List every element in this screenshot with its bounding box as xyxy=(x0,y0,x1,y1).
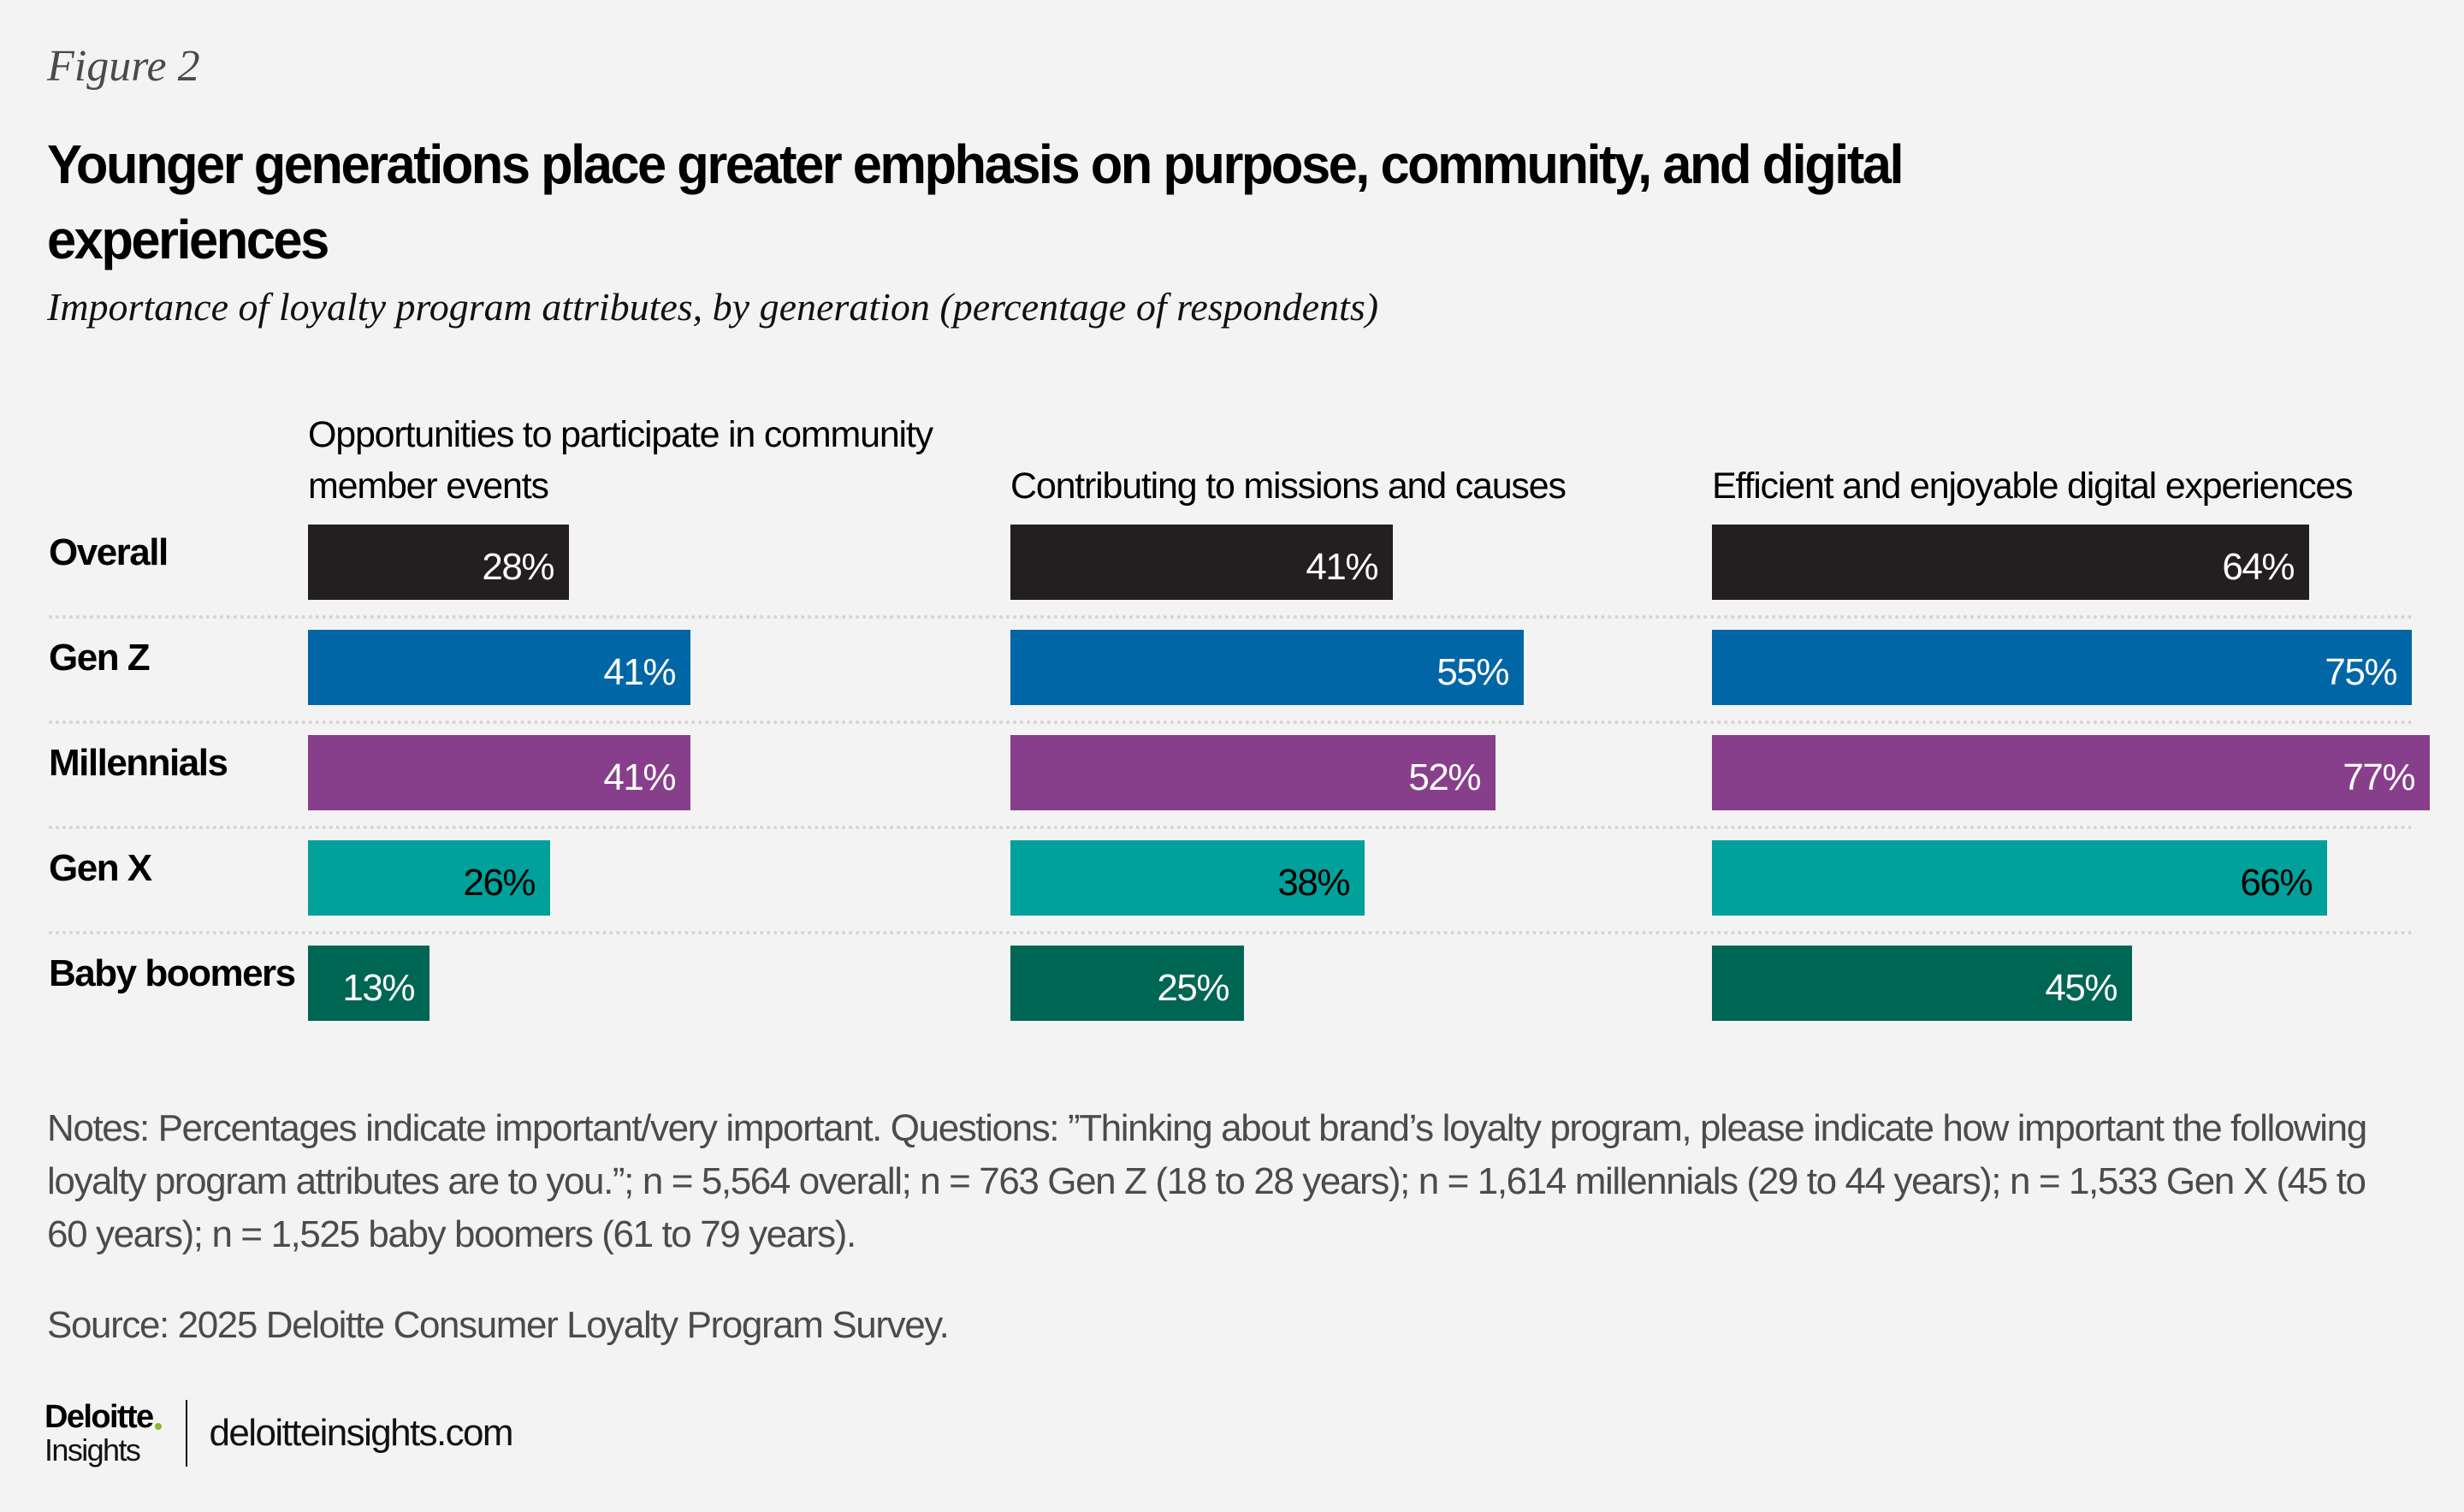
bar-overall-panel-3: 64% xyxy=(1712,525,2309,600)
bar-value-label: 25% xyxy=(1157,967,1229,1009)
bar-value-label: 64% xyxy=(2222,546,2295,588)
figure-label: Figure 2 xyxy=(47,42,200,91)
bar-gen-x-panel-2: 38% xyxy=(1010,840,1365,916)
bar-gen-z-panel-2: 55% xyxy=(1010,630,1524,705)
bar-baby-boomers-panel-1: 13% xyxy=(308,946,429,1021)
bar-value-label: 52% xyxy=(1408,756,1481,798)
panel-title-missions-causes: Contributing to missions and causes xyxy=(1010,465,1567,507)
panel-title-digital-experiences: Efficient and enjoyable digital experien… xyxy=(1712,465,2354,507)
bar-value-label: 38% xyxy=(1277,862,1350,904)
logo-sub: Insights xyxy=(44,1432,141,1468)
bar-value-label: 13% xyxy=(342,967,415,1009)
bar-value-label: 66% xyxy=(2240,862,2313,904)
bar-millennials-panel-3: 77% xyxy=(1712,735,2430,810)
bar-gen-x-panel-1: 26% xyxy=(308,840,550,916)
footer-url-link[interactable]: deloitteinsights.com xyxy=(209,1412,514,1454)
logo-brand-text: Deloitte xyxy=(44,1399,154,1435)
row-separator xyxy=(49,826,2414,829)
bar-overall-panel-1: 28% xyxy=(308,525,569,600)
bar-value-label: 45% xyxy=(2045,967,2118,1009)
footer: Deloitte Insights deloitteinsights.com xyxy=(44,1397,514,1469)
row-label-overall: Overall xyxy=(49,531,169,573)
chart-source: Source: 2025 Deloitte Consumer Loyalty P… xyxy=(47,1304,950,1346)
row-label-gen-z: Gen Z xyxy=(49,637,151,679)
bar-value-label: 77% xyxy=(2343,756,2415,798)
deloitte-insights-logo: Deloitte Insights xyxy=(44,1401,162,1466)
chart-subtitle: Importance of loyalty program attributes… xyxy=(47,285,1379,329)
row-label-gen-x: Gen X xyxy=(49,847,152,889)
row-label-millennials: Millennials xyxy=(49,742,228,784)
bar-millennials-panel-2: 52% xyxy=(1010,735,1496,810)
bar-value-label: 75% xyxy=(2325,651,2397,693)
chart-title: Younger generations place greater emphas… xyxy=(47,133,1904,270)
bar-overall-panel-2: 41% xyxy=(1010,525,1393,600)
bar-value-label: 41% xyxy=(1306,546,1378,588)
bar-gen-x-panel-3: 66% xyxy=(1712,840,2327,916)
bar-value-label: 26% xyxy=(463,862,536,904)
panel-title-community-events: Opportunities to participate in communit… xyxy=(308,414,933,507)
bar-gen-z-panel-3: 75% xyxy=(1712,630,2412,705)
bar-value-label: 55% xyxy=(1436,651,1509,693)
bar-baby-boomers-panel-2: 25% xyxy=(1010,946,1244,1021)
bar-gen-z-panel-1: 41% xyxy=(308,630,690,705)
logo-brand: Deloitte xyxy=(44,1401,162,1433)
bar-chart: Opportunities to participate in communit… xyxy=(0,394,2464,1044)
chart-notes: Notes: Percentages indicate important/ve… xyxy=(47,1107,2367,1255)
bar-value-label: 28% xyxy=(482,546,554,588)
row-separator xyxy=(49,931,2414,934)
footer-divider xyxy=(185,1400,187,1467)
bar-baby-boomers-panel-3: 45% xyxy=(1712,946,2132,1021)
bar-value-label: 41% xyxy=(603,756,676,798)
row-label-baby-boomers: Baby boomers xyxy=(49,952,296,994)
bar-millennials-panel-1: 41% xyxy=(308,735,690,810)
logo-green-dot-icon xyxy=(154,1423,162,1430)
row-separator xyxy=(49,615,2414,619)
row-separator xyxy=(49,720,2414,724)
bar-value-label: 41% xyxy=(603,651,676,693)
